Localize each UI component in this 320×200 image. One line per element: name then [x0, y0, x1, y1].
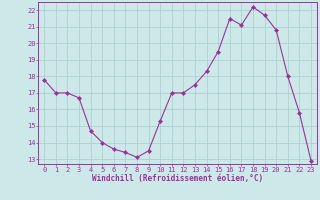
- X-axis label: Windchill (Refroidissement éolien,°C): Windchill (Refroidissement éolien,°C): [92, 174, 263, 183]
